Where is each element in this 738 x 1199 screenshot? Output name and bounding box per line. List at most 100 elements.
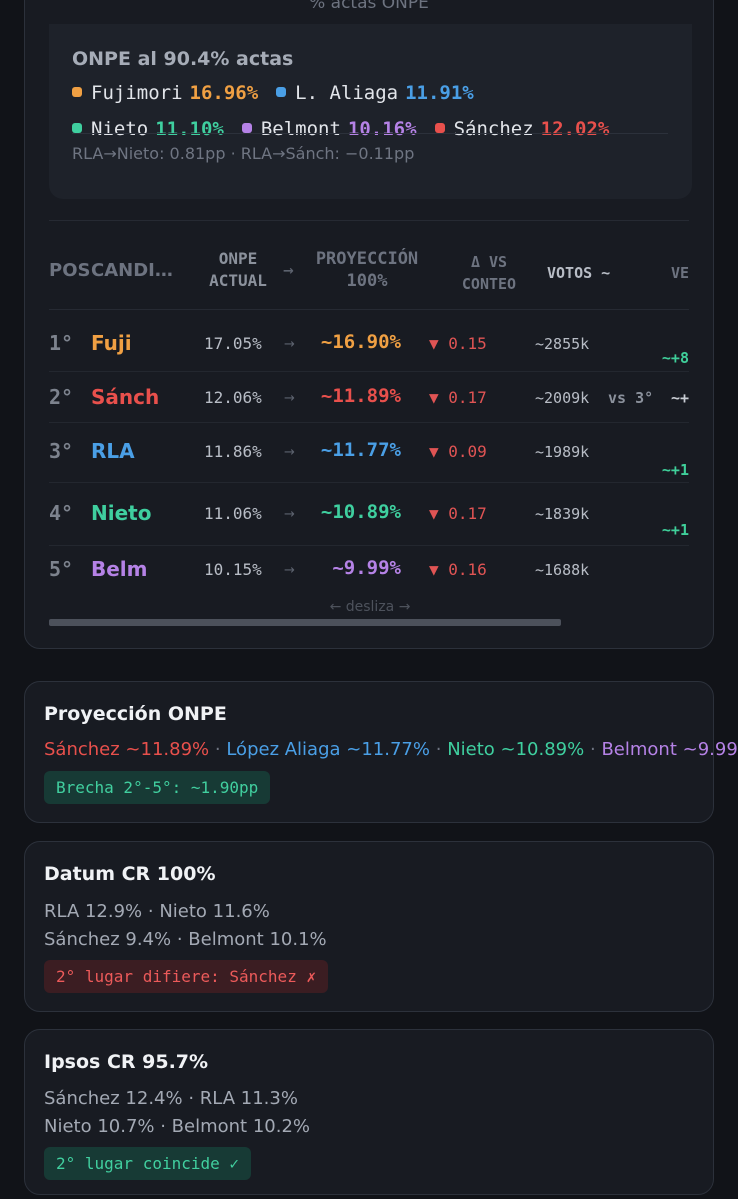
card-title: Ipsos CR 95.7% (44, 1051, 209, 1073)
header-pos[interactable]: POS (49, 260, 91, 281)
legend-item-belmont: Belmont 10.16% (241, 118, 417, 140)
header-onpe-actual[interactable]: ONPE ACTUAL (203, 248, 273, 292)
table-row[interactable]: 1° Fuji 17.05% → ~16.90% ▼ 0.15 ~2855k ~… (49, 316, 689, 372)
sanchez-color-dot (434, 123, 445, 133)
legend-item-aliaga: L. Aliaga 11.91% (276, 82, 474, 104)
row-position: 4° (49, 501, 74, 525)
row-actual: 11.86% (204, 442, 262, 461)
card-title: Proyección ONPE (44, 703, 227, 725)
separator: · (435, 739, 442, 760)
row-candidate: Belm (91, 557, 148, 581)
header-onpe-line1: ONPE (218, 249, 258, 268)
row-actual: 17.05% (204, 334, 262, 353)
projection-nieto: Nieto ~10.89% (447, 739, 585, 760)
datum-line-1: RLA 12.9% · Nieto 11.6% (44, 901, 270, 922)
row-ve: ~+1 (661, 521, 689, 539)
legend-row-2: Nieto 11.10% Belmont 10.16% Sánchez 12.0… (72, 118, 627, 140)
card-title: Datum CR 100% (44, 863, 216, 885)
projection-line: Sánchez ~11.89% · López Aliaga ~11.77% ·… (44, 739, 738, 760)
projection-sanchez: Sánchez ~11.89% (44, 739, 210, 760)
header-proyeccion[interactable]: PROYECCIÓN 100% (301, 248, 433, 292)
summary-note: RLA→Nieto: 0.81pp · RLA→Sánch: −0.11pp (72, 144, 415, 163)
row-projection: ~16.90% (320, 331, 401, 353)
legend-row-1: Fujimori 16.96% L. Aliaga 11.91% (72, 82, 492, 104)
divider (49, 545, 689, 546)
row-position: 2° (49, 385, 74, 409)
header-proj-line1: PROYECCIÓN (315, 249, 419, 269)
row-candidate: Fuji (91, 331, 132, 355)
row-candidate: Sánch (91, 385, 160, 409)
summary-title: ONPE al 90.4% actas (72, 48, 294, 70)
header-proj-line2: 100% (346, 271, 388, 291)
table-row[interactable]: 5° Belm 10.15% → ~9.99% ▼ 0.16 ~1688k (49, 546, 689, 596)
scroll-hint: ← desliza → (329, 599, 411, 615)
header-ve[interactable]: VE (670, 264, 689, 282)
divider (49, 371, 689, 372)
table-row[interactable]: 2° Sánch 12.06% → ~11.89% ▼ 0.17 ~2009k … (49, 372, 689, 423)
row-arrow: → (284, 391, 295, 406)
legend-value: 11.91% (405, 82, 474, 104)
divider (72, 133, 668, 134)
header-delta-line2: CONTEO (461, 275, 517, 293)
row-votos: ~1688k (535, 561, 590, 579)
row-delta: ▼ 0.17 (429, 388, 487, 407)
row-vs: vs 3° (608, 389, 654, 407)
divider (49, 309, 689, 310)
row-arrow: → (284, 337, 295, 352)
separator: · (589, 739, 596, 760)
row-votos: ~1839k (535, 505, 590, 523)
row-arrow: → (284, 445, 295, 460)
mismatch-badge: 2° lugar difiere: Sánchez ✗ (44, 960, 329, 993)
row-position: 3° (49, 439, 74, 463)
nieto-color-dot (72, 123, 82, 133)
legend-value: 16.96% (189, 82, 259, 104)
legend-name: Fujimori (91, 82, 183, 104)
row-projection: ~11.89% (320, 385, 401, 407)
legend-value: 11.10% (155, 118, 224, 140)
row-projection: ~11.77% (320, 439, 401, 461)
onpe-results-card: % actas ONPE ONPE al 90.4% actas Fujimor… (24, 0, 714, 649)
legend-name: Belmont (260, 118, 341, 140)
onpe-summary: ONPE al 90.4% actas Fujimori 16.96% L. A… (49, 24, 692, 199)
row-actual: 12.06% (204, 388, 262, 407)
row-ve: ~+1 (661, 461, 689, 479)
fujimori-color-dot (72, 87, 82, 97)
legend-item-sanchez: Sánchez 12.02% (434, 118, 610, 140)
datum-line-2: Sánchez 9.4% · Belmont 10.1% (44, 929, 327, 950)
row-votos: ~2009k (535, 389, 590, 407)
legend-item-fujimori: Fujimori 16.96% (72, 82, 258, 104)
header-delta[interactable]: Δ VS CONTEO (453, 251, 525, 295)
header-arrow: → (283, 264, 294, 279)
row-votos: ~2855k (535, 335, 590, 353)
legend-name: Nieto (91, 118, 149, 140)
row-ve: ~+8 (661, 349, 689, 367)
projection-belmont: Belmont ~9.99% (601, 739, 738, 760)
row-actual: 10.15% (204, 560, 262, 579)
header-votos[interactable]: VOTOS ~ (547, 264, 611, 282)
table-row[interactable]: 4° Nieto 11.06% → ~10.89% ▼ 0.17 ~1839k … (49, 483, 689, 546)
row-votos: ~1989k (535, 443, 590, 461)
ipsos-line-2: Nieto 10.7% · Belmont 10.2% (44, 1116, 311, 1137)
row-candidate: Nieto (91, 501, 152, 525)
legend-value: 12.02% (540, 118, 610, 140)
row-projection: ~9.99% (332, 557, 401, 579)
legend-value: 10.16% (347, 118, 417, 140)
row-arrow: → (284, 507, 295, 522)
datum-card: Datum CR 100% RLA 12.9% · Nieto 11.6% Sá… (24, 841, 714, 1012)
row-delta: ▼ 0.15 (429, 334, 487, 353)
legend-item-nieto: Nieto 11.10% (72, 118, 224, 140)
row-arrow: → (284, 563, 295, 578)
horizontal-scrollbar[interactable] (49, 619, 561, 626)
legend-name: L. Aliaga (295, 82, 399, 104)
row-projection: ~10.89% (320, 501, 401, 523)
projection-lopez-aliaga: López Aliaga ~11.77% (226, 739, 430, 760)
header-candidate[interactable]: CANDI… (91, 260, 173, 281)
table-row[interactable]: 3° RLA 11.86% → ~11.77% ▼ 0.09 ~1989k ~+… (49, 423, 689, 483)
row-delta: ▼ 0.16 (429, 560, 487, 579)
header-delta-line1: Δ VS (470, 253, 508, 271)
divider (49, 482, 689, 483)
belmont-color-dot (241, 123, 252, 133)
aliaga-color-dot (276, 87, 287, 97)
divider (49, 220, 689, 221)
gap-badge: Brecha 2°-5°: ~1.90pp (44, 771, 271, 804)
